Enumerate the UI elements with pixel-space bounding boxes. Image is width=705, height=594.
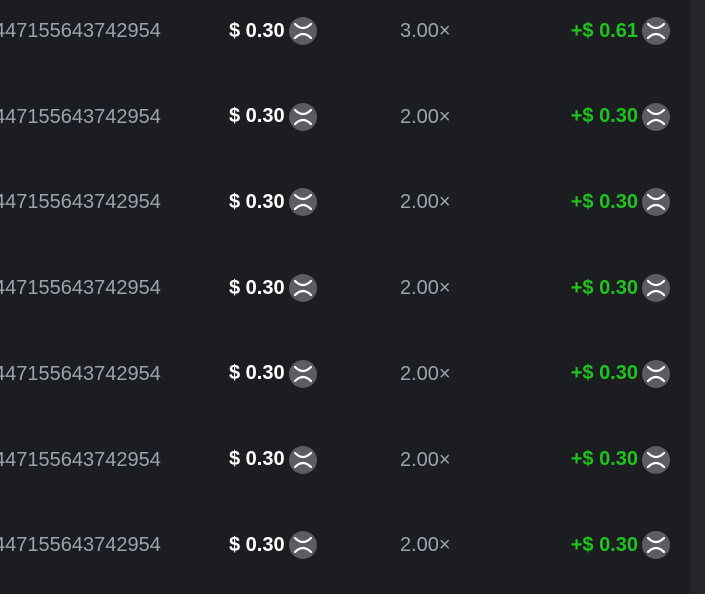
xrp-icon [642,102,670,131]
bet-id: 447155643742954 [0,277,161,300]
bet-id: 447155643742954 [0,448,161,471]
xrp-icon [642,531,670,560]
multiplier: 2.00× [400,191,451,214]
multiplier: 3.00× [400,20,451,42]
payout-value: +$ 0.30 [570,105,638,128]
bet-amount: $ 0.30 [229,0,317,74]
payout-value: +$ 0.30 [570,448,638,470]
table-row[interactable]: 447155643742954 $ 0.30 3.00× +$ 0.61 [0,0,690,74]
table-row[interactable]: 447155643742954 $ 0.30 2.00× +$ 0.30 [0,245,690,331]
bet-id: 447155643742954 [0,362,161,385]
bet-amount-value: $ 0.30 [229,276,285,299]
bet-amount-value: $ 0.30 [229,105,285,128]
bet-id: 447155643742954 [0,20,161,42]
multiplier: 2.00× [400,448,451,471]
payout: +$ 0.30 [571,502,670,588]
xrp-icon [642,445,670,474]
bet-amount: $ 0.30 [229,417,317,503]
bet-amount: $ 0.30 [229,159,317,245]
table-row[interactable]: 447155643742954 $ 0.30 2.00× +$ 0.30 [0,417,690,503]
payout-value: +$ 0.61 [570,19,638,42]
xrp-icon [288,445,317,474]
payout-value: +$ 0.30 [570,362,638,385]
xrp-icon [288,102,317,131]
bet-amount: $ 0.30 [229,74,317,160]
payout-value: +$ 0.30 [570,190,638,213]
xrp-icon [288,188,317,217]
xrp-icon [288,17,317,45]
payout-value: +$ 0.30 [570,533,638,556]
bet-amount: $ 0.30 [229,502,317,588]
multiplier: 2.00× [400,362,451,385]
bet-id: 447155643742954 [0,534,161,557]
bet-amount-value: $ 0.30 [229,19,285,42]
payout: +$ 0.30 [571,245,670,331]
xrp-icon [642,188,670,217]
xrp-icon [642,17,670,45]
bet-amount-value: $ 0.30 [229,448,285,470]
payout: +$ 0.61 [571,0,670,74]
payout-value: +$ 0.30 [570,276,638,299]
xrp-icon [642,359,670,388]
table-row[interactable]: 447155643742954 $ 0.30 2.00× +$ 0.30 [0,74,690,160]
multiplier: 2.00× [400,105,451,128]
bet-id: 447155643742954 [0,105,161,128]
payout: +$ 0.30 [571,74,670,160]
bets-table: 447155643742954 $ 0.30 3.00× +$ 0.61 4471… [0,0,690,588]
table-row[interactable]: 447155643742954 $ 0.30 2.00× +$ 0.30 [0,502,690,588]
payout: +$ 0.30 [571,417,670,503]
scrollbar[interactable] [690,0,705,594]
bet-id: 447155643742954 [0,191,161,214]
bet-amount-value: $ 0.30 [229,190,285,213]
bet-amount: $ 0.30 [229,245,317,331]
xrp-icon [642,274,670,303]
multiplier: 2.00× [400,277,451,300]
xrp-icon [288,359,317,388]
payout: +$ 0.30 [571,331,670,417]
xrp-icon [288,274,317,303]
bet-amount: $ 0.30 [229,331,317,417]
bet-amount-value: $ 0.30 [229,533,285,556]
table-row[interactable]: 447155643742954 $ 0.30 2.00× +$ 0.30 [0,331,690,417]
payout: +$ 0.30 [571,159,670,245]
table-row[interactable]: 447155643742954 $ 0.30 2.00× +$ 0.30 [0,159,690,245]
xrp-icon [288,531,317,560]
bet-amount-value: $ 0.30 [229,362,285,385]
multiplier: 2.00× [400,534,451,557]
